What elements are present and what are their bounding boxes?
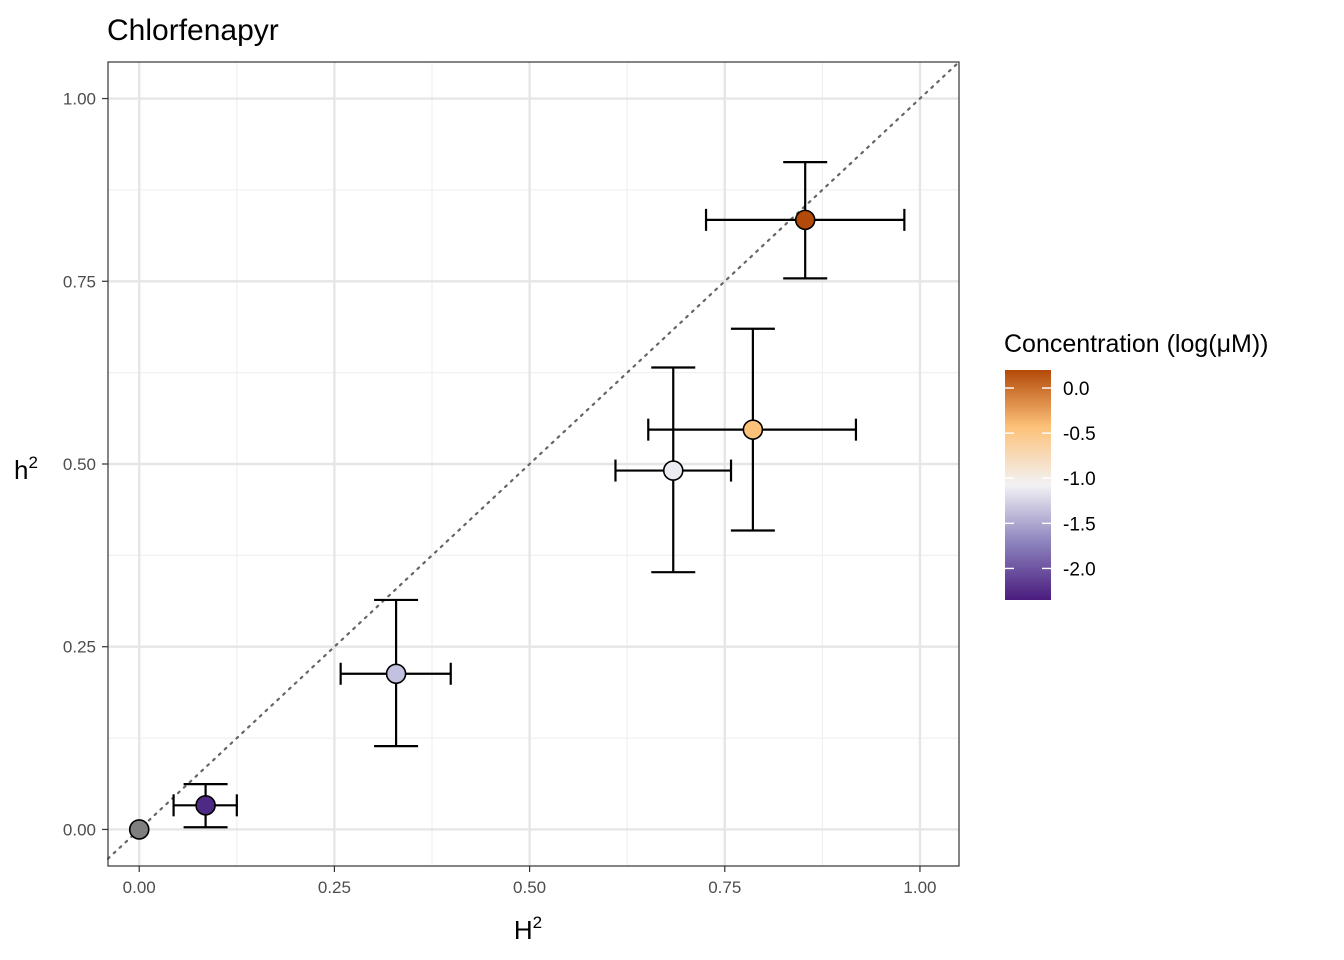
legend: Concentration (log(μM)) 0.0 -0.5 -1.0 -1.5 -… [1004, 330, 1269, 600]
y-tick-label: 0.25 [63, 638, 96, 657]
y-tick-label: 0.00 [63, 820, 96, 839]
x-tick-label: 0.50 [513, 878, 546, 897]
y-axis-ticks: 0.00 0.25 0.50 0.75 1.00 [63, 90, 108, 839]
y-tick-label: 0.50 [63, 455, 96, 474]
chart-title: Chlorfenapyr [107, 14, 279, 47]
legend-tick-label: -2.0 [1063, 559, 1096, 580]
x-tick-label: 0.75 [708, 878, 741, 897]
data-point [128, 819, 150, 840]
x-tick-label: 1.00 [903, 878, 936, 897]
data-point [662, 460, 684, 481]
legend-colorbar [1005, 370, 1051, 600]
identity-reference-line [106, 60, 961, 860]
x-axis-title: H2 [514, 913, 542, 945]
legend-tick-label: -0.5 [1063, 424, 1096, 445]
y-tick-label: 1.00 [63, 90, 96, 109]
error-bars [172, 161, 906, 829]
legend-ticks: 0.0 -0.5 -1.0 -1.5 -2.0 [1005, 379, 1096, 580]
data-point [742, 419, 764, 440]
legend-tick-label: -1.0 [1063, 469, 1096, 490]
legend-tick-label: 0.0 [1063, 379, 1089, 400]
data-points [128, 209, 816, 840]
x-tick-label: 0.00 [123, 878, 156, 897]
y-tick-label: 0.75 [63, 272, 96, 291]
data-point [385, 663, 407, 685]
data-point [195, 795, 216, 816]
x-axis-ticks: 0.00 0.25 0.50 0.75 1.00 [123, 866, 937, 897]
y-axis-title: h2 [14, 453, 38, 485]
x-tick-label: 0.25 [318, 878, 351, 897]
data-point [794, 209, 816, 231]
legend-title: Concentration (log(μM)) [1004, 330, 1269, 358]
legend-tick-label: -1.5 [1063, 514, 1096, 535]
